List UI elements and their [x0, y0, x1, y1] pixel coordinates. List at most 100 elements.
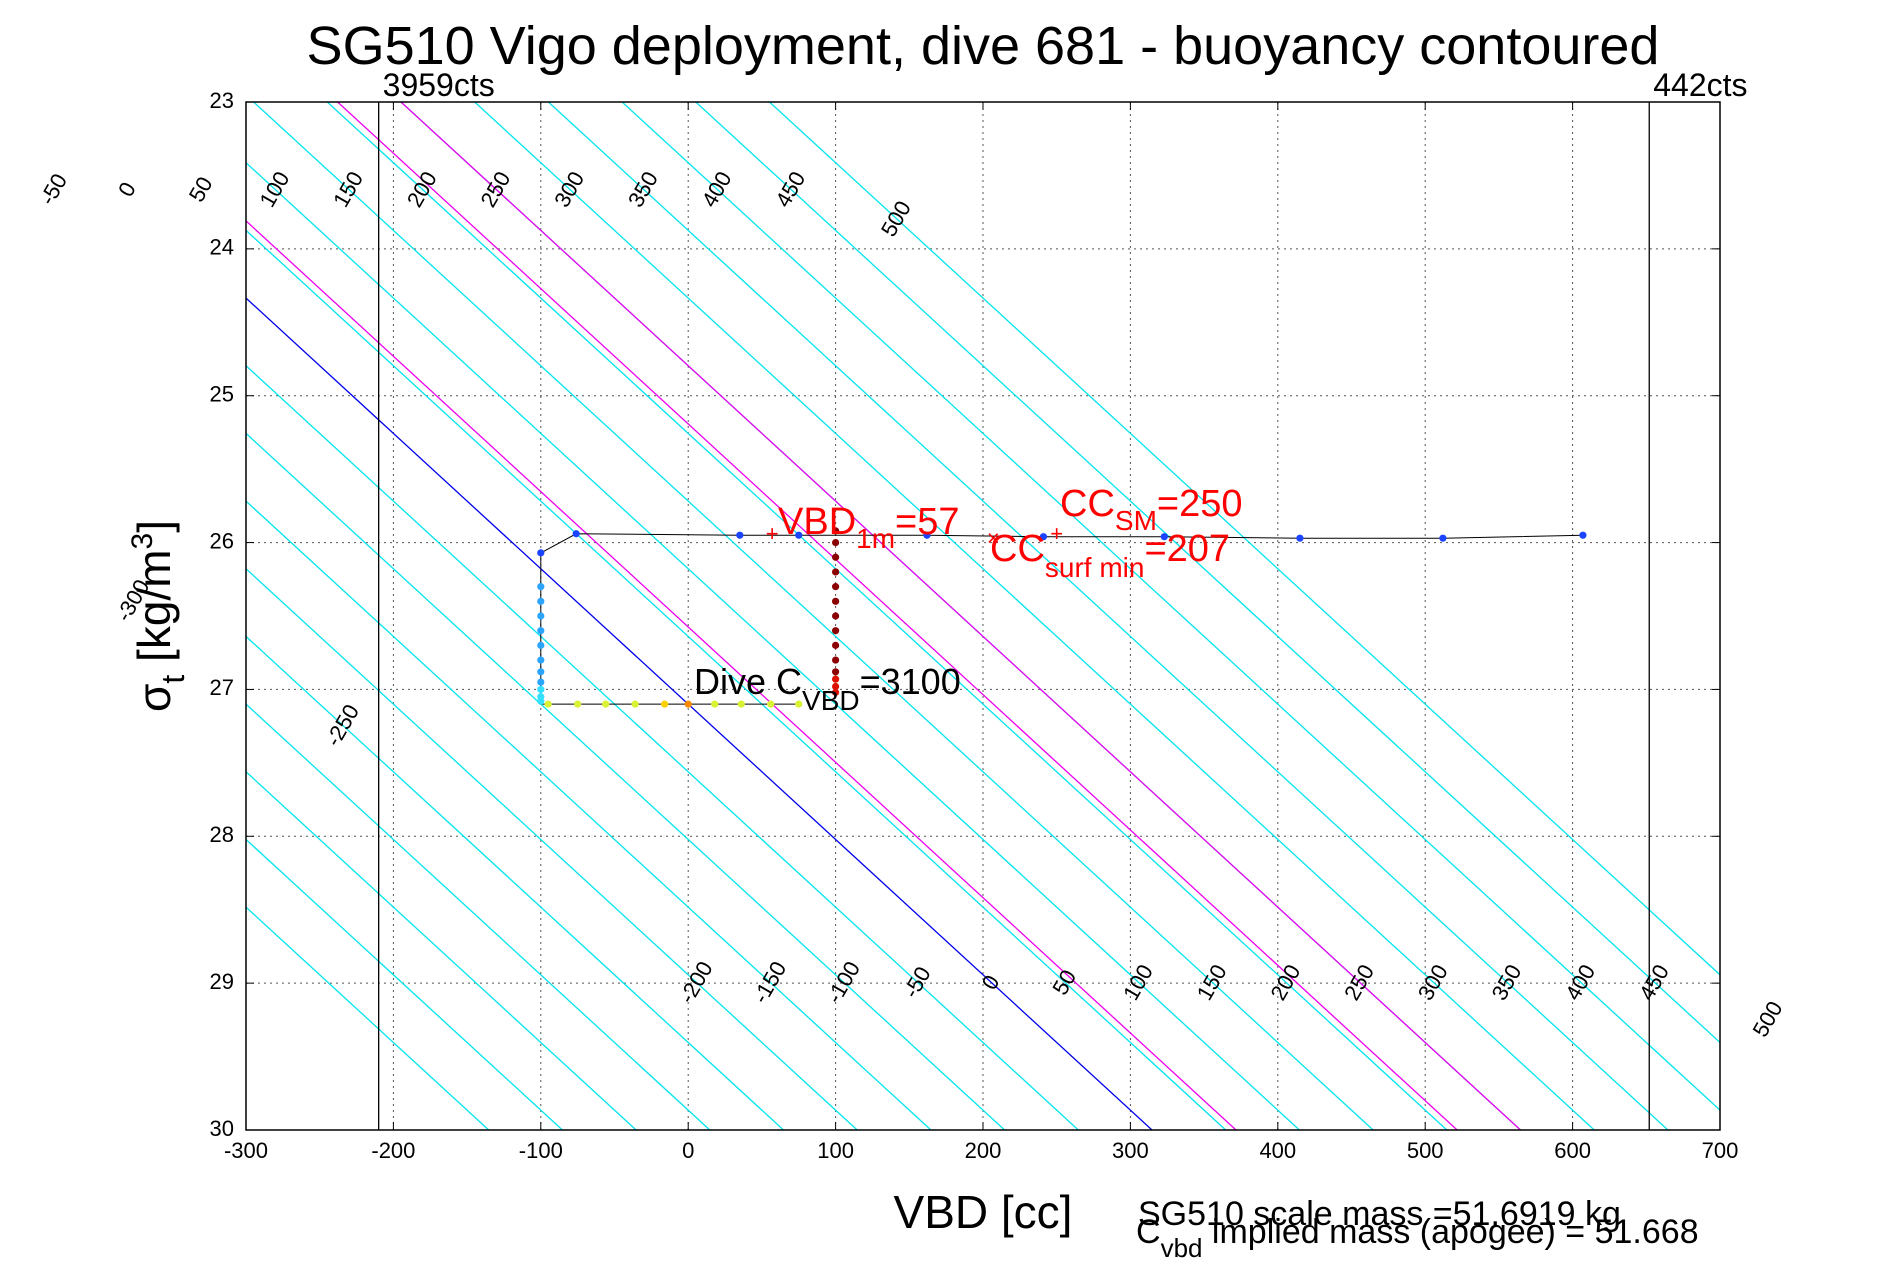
data-point — [832, 688, 840, 696]
contour-label: -100 — [821, 957, 865, 1008]
contour-line — [246, 364, 1079, 1130]
contour-line — [474, 102, 1595, 1130]
profile-points — [537, 527, 1587, 708]
data-point — [711, 700, 719, 708]
contour-label: -200 — [674, 957, 718, 1008]
annotation-cc-surf-min: CCsurf min=207 — [990, 528, 1230, 583]
marker-symbol: + — [766, 521, 779, 546]
contour-line — [246, 703, 711, 1130]
data-point — [661, 700, 669, 708]
contour-line — [246, 567, 858, 1130]
data-point — [832, 656, 840, 664]
x-tick-label: 700 — [1702, 1138, 1739, 1163]
contour-label: 450 — [1634, 960, 1674, 1004]
y-axis-label: σt [kg/m3] — [126, 520, 191, 712]
contour-label: 200 — [1265, 960, 1305, 1004]
contour-line — [246, 161, 1300, 1130]
annotation-cc-sm: CCSM=250 — [1060, 483, 1242, 536]
contour-line — [246, 635, 784, 1130]
data-point — [537, 656, 545, 664]
contour-label: 300 — [1413, 960, 1453, 1004]
data-point — [832, 527, 840, 535]
annotation-vbd-1m: VBD1m=57 — [778, 501, 960, 554]
annotation-dive-cvbd: Dive CVBD=3100 — [694, 661, 961, 716]
data-point — [1296, 534, 1304, 542]
contour-line — [246, 229, 1227, 1130]
contour-label: 300 — [549, 167, 589, 211]
data-point — [1579, 531, 1587, 539]
data-point — [537, 678, 545, 686]
contour-label: 150 — [1192, 960, 1232, 1004]
x-tick-label: 600 — [1554, 1138, 1591, 1163]
contour-line — [246, 906, 490, 1130]
contour-line — [246, 500, 932, 1130]
y-tick-label: 25 — [210, 382, 234, 407]
data-point — [537, 685, 545, 694]
data-point — [832, 553, 840, 561]
marker-symbol: + — [1050, 521, 1063, 546]
data-point — [832, 583, 840, 591]
vertical-reference-lines: 3959cts 442cts — [378, 67, 1748, 1130]
contour-label: 100 — [254, 167, 294, 211]
x-tick-label: 300 — [1112, 1138, 1149, 1163]
x-tick-label: -300 — [224, 1138, 268, 1163]
data-point — [602, 700, 610, 708]
x-tick-label: 200 — [965, 1138, 1002, 1163]
annotation-markers: + × + — [766, 521, 1063, 550]
x-axis-ticks: -300 -200 -100 0 100 200 300 400 500 600 700 — [224, 102, 1738, 1163]
contour-label: 0 — [977, 971, 1005, 994]
contour-label: 0 — [113, 178, 141, 201]
data-point — [832, 675, 840, 683]
contour-line — [400, 102, 1521, 1130]
data-point — [684, 700, 692, 708]
contour-line — [246, 220, 1237, 1130]
footer-scale-mass: SG510 scale mass =51.6919 kg — [1138, 1195, 1621, 1233]
data-point — [736, 531, 744, 539]
data-point — [832, 641, 840, 649]
contour-label: -50 — [898, 962, 936, 1002]
y-tick-label: 26 — [210, 528, 234, 553]
data-point — [832, 538, 840, 547]
contour-label: -50 — [35, 169, 73, 209]
data-point — [631, 700, 639, 708]
data-point — [1160, 533, 1168, 541]
data-point — [832, 627, 840, 635]
contour-label: -150 — [748, 957, 792, 1008]
data-point — [572, 530, 580, 538]
contour-line — [547, 102, 1669, 1130]
data-point — [795, 700, 803, 708]
contour-label: 500 — [1748, 997, 1788, 1041]
contour-line — [253, 102, 1374, 1130]
y-tick-label: 23 — [210, 88, 234, 113]
data-point — [537, 583, 545, 591]
x-tick-label: 0 — [682, 1138, 694, 1163]
contour-line — [695, 102, 1720, 1044]
contour-label: 500 — [876, 196, 916, 240]
data-point — [737, 700, 745, 708]
profile-line — [540, 533, 1583, 705]
x-tick-label: 400 — [1259, 1138, 1296, 1163]
data-point — [537, 641, 545, 649]
marker-symbol: × — [987, 525, 1000, 550]
contour-line — [337, 102, 1458, 1130]
contour-label: 350 — [623, 167, 663, 211]
data-point — [795, 531, 803, 539]
contour-label: -250 — [320, 700, 364, 751]
data-point — [537, 612, 545, 620]
contour-line — [326, 102, 1448, 1130]
vertical-line-label-right: 442cts — [1653, 67, 1747, 103]
contour-label: 350 — [1486, 960, 1526, 1004]
contour-line — [769, 102, 1720, 976]
data-point — [537, 549, 545, 557]
contour-label: 150 — [328, 167, 368, 211]
contour-lines — [246, 102, 1720, 1130]
data-point — [832, 682, 840, 691]
contour-line — [621, 102, 1720, 1112]
x-tick-label: -200 — [371, 1138, 415, 1163]
data-point — [832, 612, 840, 620]
contour-line — [246, 297, 1153, 1130]
x-axis-label: VBD [cc] — [894, 1186, 1073, 1238]
contour-line — [246, 770, 637, 1130]
contour-label: 250 — [1339, 960, 1379, 1004]
data-point — [537, 668, 545, 676]
